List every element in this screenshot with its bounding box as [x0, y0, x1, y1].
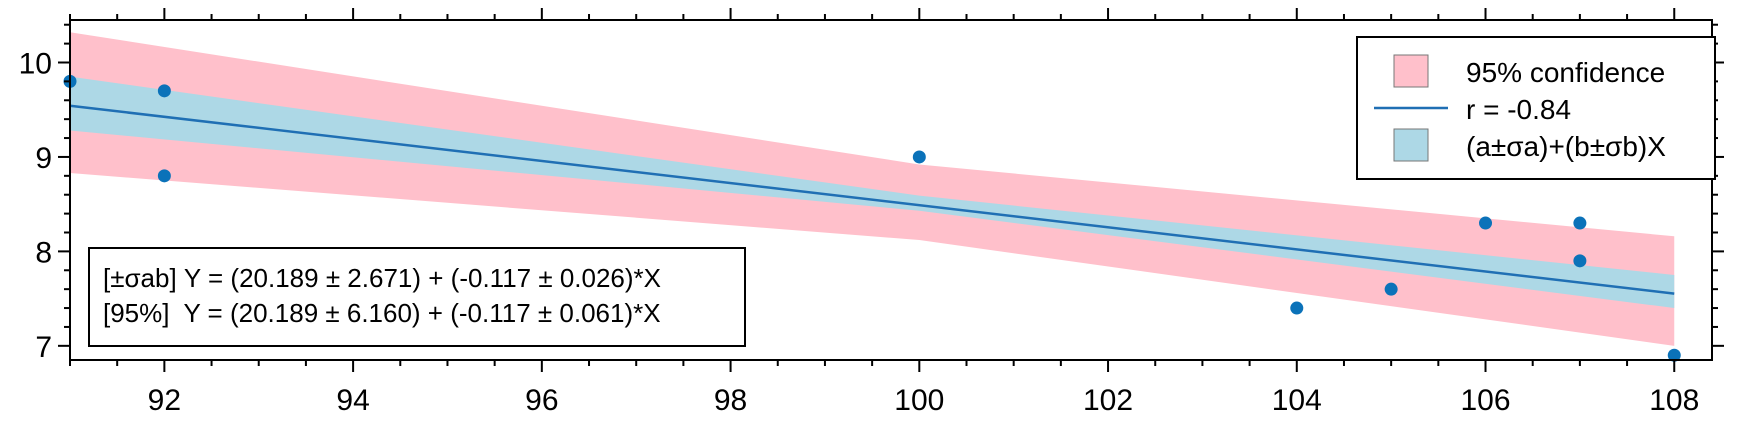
- x-tick-label-98: 98: [714, 384, 747, 417]
- equation-sigma: [±σab] Y = (20.189 ± 2.671) + (-0.117 ± …: [103, 263, 661, 293]
- plot-frame: [69, 19, 1713, 361]
- y-tick-label-7: 7: [35, 331, 52, 364]
- sigma-band: [70, 76, 1675, 309]
- data-point-3: [912, 150, 926, 164]
- legend-label-confidence: 95% confidence: [1466, 57, 1665, 88]
- equation-box: [±σab] Y = (20.189 ± 2.671) + (-0.117 ± …: [88, 247, 746, 347]
- data-point-9: [1667, 348, 1681, 362]
- x-tick-label-102: 102: [1083, 384, 1133, 417]
- y-tick-label-9: 9: [35, 142, 52, 175]
- x-tick-label-108: 108: [1649, 384, 1699, 417]
- data-point-5: [1384, 282, 1398, 296]
- data-point-2: [157, 169, 171, 183]
- legend: 95% confidence r = -0.84 (a±σa)+(b±σb)X: [1356, 36, 1716, 180]
- x-tick-label-92: 92: [148, 384, 181, 417]
- legend-swatch-sigma: [1393, 128, 1429, 162]
- y-tick-label-10: 10: [19, 48, 52, 81]
- equation-frame: [88, 247, 746, 347]
- x-tick-label-100: 100: [894, 384, 944, 417]
- x-tick-label-96: 96: [525, 384, 558, 417]
- fit-layer: [69, 104, 1675, 295]
- data-point-4: [1290, 301, 1304, 315]
- legend-swatch-confidence: [1393, 54, 1429, 88]
- data-point-6: [1479, 216, 1493, 230]
- data-point-8: [1573, 254, 1587, 268]
- y-tick-label-8: 8: [35, 236, 52, 269]
- fit-line: [69, 104, 1675, 295]
- equation-95: [95%] Y = (20.189 ± 6.160) + (-0.117 ± 0…: [103, 298, 661, 328]
- axes-layer: [58, 8, 1724, 372]
- x-tick-label-104: 104: [1272, 384, 1322, 417]
- points-layer: [63, 74, 1681, 362]
- data-point-7: [1573, 216, 1587, 230]
- x-tick-label-94: 94: [336, 384, 369, 417]
- data-point-1: [157, 84, 171, 98]
- legend-label-sigma: (a±σa)+(b±σb)X: [1466, 131, 1666, 162]
- tick-labels-layer: 92 94 96 98 100 102 104 106 108 7 8 9 10: [19, 48, 1700, 418]
- bands-layer: [70, 32, 1675, 346]
- x-tick-label-106: 106: [1460, 384, 1510, 417]
- legend-label-r: r = -0.84: [1466, 94, 1571, 125]
